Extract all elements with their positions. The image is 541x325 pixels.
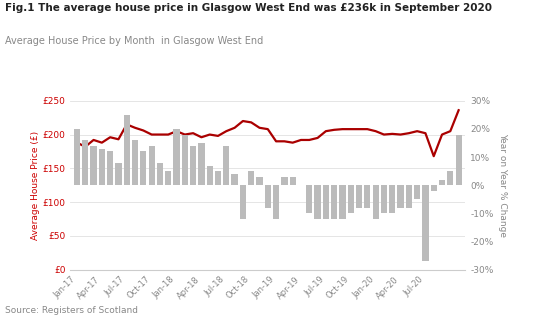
Bar: [289, 177, 296, 185]
Bar: [199, 143, 204, 185]
Bar: [140, 151, 147, 185]
Bar: [456, 135, 461, 185]
Bar: [248, 171, 254, 185]
Bar: [232, 174, 237, 185]
Bar: [348, 185, 354, 214]
Bar: [439, 180, 445, 185]
Bar: [373, 185, 379, 219]
Bar: [174, 129, 180, 185]
Bar: [115, 163, 122, 185]
Bar: [99, 149, 105, 185]
Bar: [339, 185, 346, 219]
Text: Average House Price by Month  in Glasgow West End: Average House Price by Month in Glasgow …: [5, 36, 263, 46]
Bar: [107, 151, 113, 185]
Bar: [323, 185, 329, 219]
Bar: [356, 185, 362, 208]
Text: Fig.1 The average house price in Glasgow West End was £236k in September 2020: Fig.1 The average house price in Glasgow…: [5, 3, 492, 13]
Bar: [165, 171, 171, 185]
Bar: [90, 146, 97, 185]
Y-axis label: Average House Price (£): Average House Price (£): [31, 131, 39, 240]
Bar: [265, 185, 271, 208]
Bar: [381, 185, 387, 214]
Bar: [389, 185, 395, 214]
Bar: [149, 146, 155, 185]
Bar: [182, 135, 188, 185]
Bar: [406, 185, 412, 208]
Bar: [414, 185, 420, 199]
Bar: [331, 185, 337, 219]
Bar: [281, 177, 287, 185]
Bar: [240, 185, 246, 219]
Bar: [74, 129, 80, 185]
Bar: [82, 140, 88, 185]
Bar: [124, 115, 130, 185]
Bar: [190, 146, 196, 185]
Bar: [207, 165, 213, 185]
Bar: [215, 171, 221, 185]
Y-axis label: Year on Year % Change: Year on Year % Change: [498, 133, 507, 237]
Text: Source: Registers of Scotland: Source: Registers of Scotland: [5, 306, 138, 315]
Bar: [447, 171, 453, 185]
Bar: [314, 185, 321, 219]
Bar: [423, 185, 428, 261]
Bar: [398, 185, 404, 208]
Bar: [364, 185, 371, 208]
Bar: [273, 185, 279, 219]
Bar: [223, 146, 229, 185]
Bar: [132, 140, 138, 185]
Bar: [256, 177, 262, 185]
Bar: [306, 185, 312, 214]
Bar: [157, 163, 163, 185]
Bar: [431, 185, 437, 191]
